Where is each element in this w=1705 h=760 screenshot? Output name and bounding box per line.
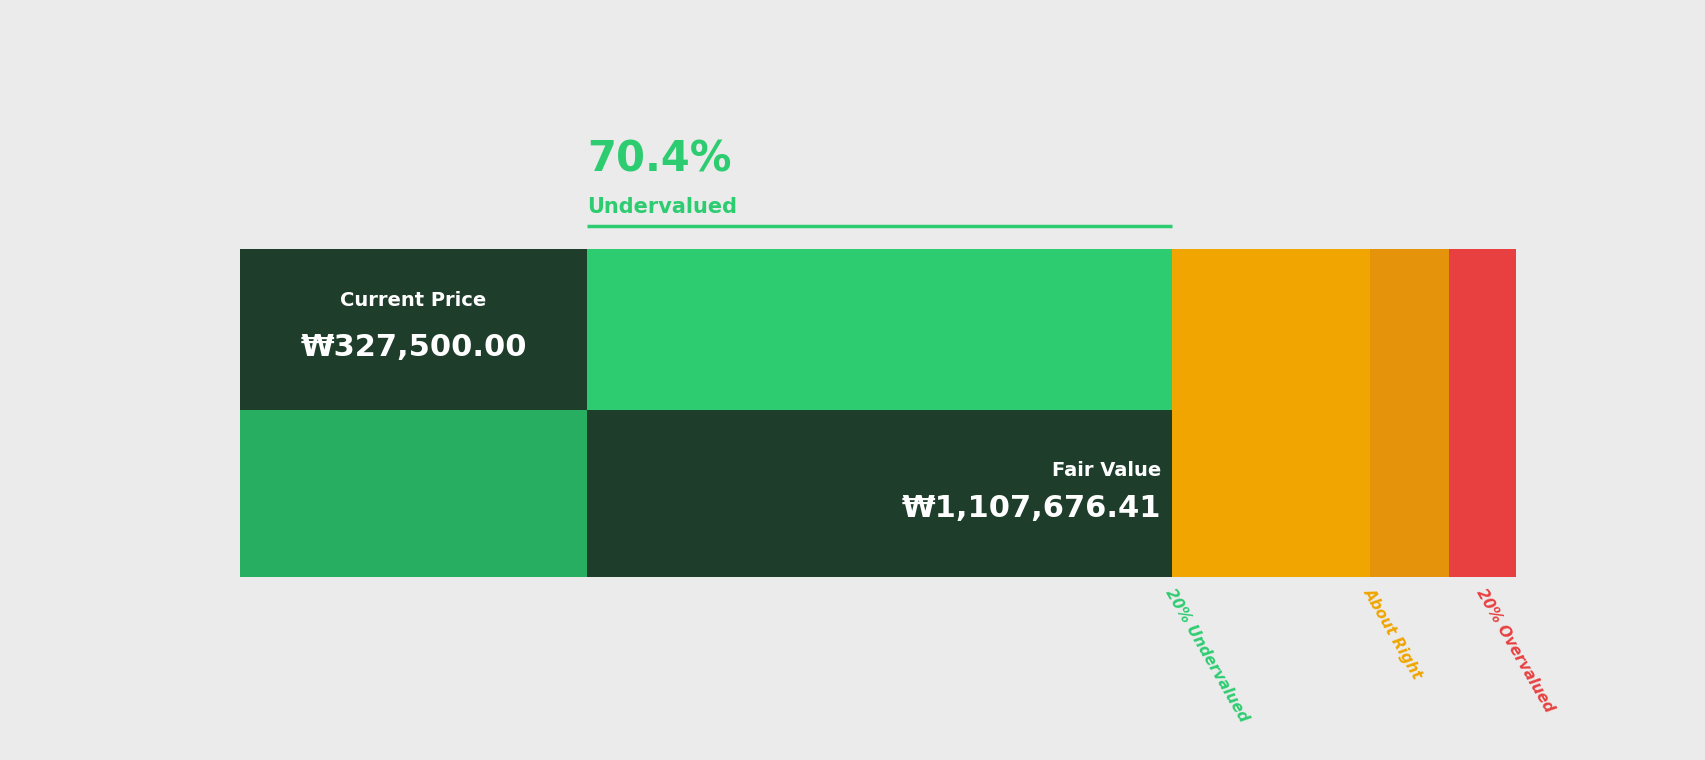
Bar — [587, 410, 1171, 577]
Bar — [1171, 249, 1369, 577]
Bar — [239, 249, 587, 410]
Bar — [1449, 249, 1514, 577]
Text: 20% Overvalued: 20% Overvalued — [1473, 586, 1555, 714]
Text: Undervalued: Undervalued — [587, 197, 737, 217]
Bar — [1369, 249, 1449, 577]
Bar — [239, 249, 587, 577]
Text: ₩1,107,676.41: ₩1,107,676.41 — [902, 494, 1161, 523]
Text: 20% Undervalued: 20% Undervalued — [1163, 586, 1251, 724]
Text: About Right: About Right — [1361, 586, 1424, 682]
Text: ₩327,500.00: ₩327,500.00 — [300, 333, 527, 362]
Bar — [587, 249, 1171, 577]
Text: Current Price: Current Price — [341, 291, 486, 310]
Text: Fair Value: Fair Value — [1052, 461, 1161, 480]
Text: 70.4%: 70.4% — [587, 138, 731, 180]
